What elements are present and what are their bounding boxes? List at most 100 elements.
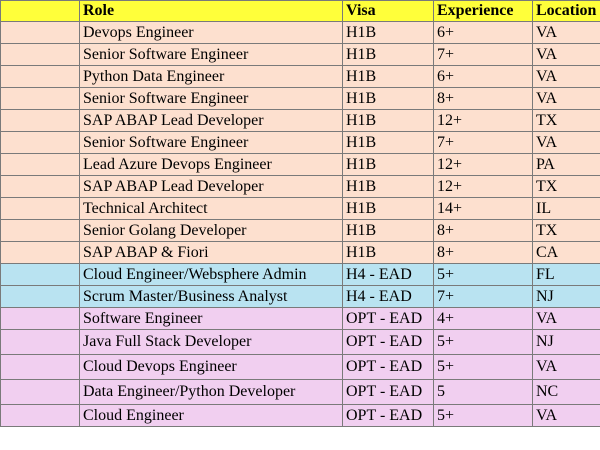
- location-cell: NJ: [532, 329, 600, 355]
- header-role: Role: [79, 0, 343, 22]
- row-blank-cell: [0, 87, 80, 110]
- experience-cell: 8+: [433, 87, 533, 110]
- role-cell: Software Engineer: [79, 307, 343, 330]
- table-row: Cloud Devops Engineer OPT - EAD 5+ VA: [0, 354, 600, 380]
- experience-cell: 12+: [433, 109, 533, 132]
- row-blank-cell: [0, 379, 80, 405]
- location-cell: PA: [532, 153, 600, 176]
- table-row: Senior Software Engineer H1B 7+ VA: [0, 43, 600, 66]
- row-blank-cell: [0, 241, 80, 264]
- table-row: Scrum Master/Business Analyst H4 - EAD 7…: [0, 285, 600, 308]
- row-blank-cell: [0, 153, 80, 176]
- role-cell: Python Data Engineer: [79, 65, 343, 88]
- role-cell: SAP ABAP & Fiori: [79, 241, 343, 264]
- role-cell: Senior Software Engineer: [79, 43, 343, 66]
- row-blank-cell: [0, 65, 80, 88]
- location-cell: VA: [532, 354, 600, 380]
- role-cell: Senior Software Engineer: [79, 131, 343, 154]
- experience-cell: 14+: [433, 197, 533, 220]
- visa-cell: H1B: [342, 21, 434, 44]
- role-cell: Devops Engineer: [79, 21, 343, 44]
- table-row: Technical Architect H1B 14+ IL: [0, 197, 600, 220]
- row-blank-cell: [0, 109, 80, 132]
- location-cell: VA: [532, 65, 600, 88]
- visa-cell: H1B: [342, 43, 434, 66]
- visa-cell: OPT - EAD: [342, 307, 434, 330]
- table-row: Java Full Stack Developer OPT - EAD 5+ N…: [0, 329, 600, 355]
- visa-cell: OPT - EAD: [342, 404, 434, 427]
- experience-cell: 7+: [433, 285, 533, 308]
- experience-cell: 5+: [433, 329, 533, 355]
- role-cell: Data Engineer/Python Developer: [79, 379, 343, 405]
- visa-cell: H4 - EAD: [342, 285, 434, 308]
- visa-cell: H1B: [342, 87, 434, 110]
- table-row: Python Data Engineer H1B 6+ VA: [0, 65, 600, 88]
- role-cell: Technical Architect: [79, 197, 343, 220]
- role-cell: Java Full Stack Developer: [79, 329, 343, 355]
- row-blank-cell: [0, 219, 80, 242]
- table-row: Data Engineer/Python Developer OPT - EAD…: [0, 379, 600, 405]
- location-cell: TX: [532, 219, 600, 242]
- row-blank-cell: [0, 354, 80, 380]
- role-cell: Senior Golang Developer: [79, 219, 343, 242]
- location-cell: TX: [532, 175, 600, 198]
- location-cell: VA: [532, 43, 600, 66]
- visa-cell: H1B: [342, 197, 434, 220]
- header-experience: Experience: [433, 0, 533, 22]
- table-row: Cloud Engineer OPT - EAD 5+ VA: [0, 404, 600, 427]
- visa-cell: H1B: [342, 175, 434, 198]
- location-cell: CA: [532, 241, 600, 264]
- header-location: Location: [532, 0, 600, 22]
- table-row: Cloud Engineer/Websphere Admin H4 - EAD …: [0, 263, 600, 286]
- table-row: SAP ABAP Lead Developer H1B 12+ TX: [0, 109, 600, 132]
- visa-cell: H1B: [342, 219, 434, 242]
- location-cell: VA: [532, 21, 600, 44]
- visa-cell: OPT - EAD: [342, 329, 434, 355]
- table-row: SAP ABAP & Fiori H1B 8+ CA: [0, 241, 600, 264]
- role-cell: Lead Azure Devops Engineer: [79, 153, 343, 176]
- location-cell: VA: [532, 404, 600, 427]
- jobs-table: Role Visa Experience Location Devops Eng…: [0, 0, 600, 427]
- experience-cell: 7+: [433, 131, 533, 154]
- location-cell: VA: [532, 87, 600, 110]
- row-blank-cell: [0, 329, 80, 355]
- row-blank-cell: [0, 197, 80, 220]
- role-cell: Cloud Devops Engineer: [79, 354, 343, 380]
- visa-cell: H1B: [342, 65, 434, 88]
- location-cell: FL: [532, 263, 600, 286]
- location-cell: TX: [532, 109, 600, 132]
- experience-cell: 8+: [433, 219, 533, 242]
- experience-cell: 5+: [433, 354, 533, 380]
- experience-cell: 12+: [433, 153, 533, 176]
- role-cell: SAP ABAP Lead Developer: [79, 175, 343, 198]
- row-blank-cell: [0, 21, 80, 44]
- location-cell: NC: [532, 379, 600, 405]
- row-blank-cell: [0, 175, 80, 198]
- experience-cell: 5: [433, 379, 533, 405]
- table-row: Senior Golang Developer H1B 8+ TX: [0, 219, 600, 242]
- table-row: Senior Software Engineer H1B 7+ VA: [0, 131, 600, 154]
- table-row: Software Engineer OPT - EAD 4+ VA: [0, 307, 600, 330]
- row-blank-cell: [0, 131, 80, 154]
- table-header-row: Role Visa Experience Location: [0, 0, 600, 22]
- experience-cell: 6+: [433, 65, 533, 88]
- role-cell: Cloud Engineer: [79, 404, 343, 427]
- experience-cell: 4+: [433, 307, 533, 330]
- role-cell: Senior Software Engineer: [79, 87, 343, 110]
- experience-cell: 12+: [433, 175, 533, 198]
- experience-cell: 5+: [433, 404, 533, 427]
- row-blank-cell: [0, 285, 80, 308]
- row-blank-cell: [0, 263, 80, 286]
- experience-cell: 8+: [433, 241, 533, 264]
- table-row: SAP ABAP Lead Developer H1B 12+ TX: [0, 175, 600, 198]
- visa-cell: H1B: [342, 241, 434, 264]
- header-visa: Visa: [342, 0, 434, 22]
- row-blank-cell: [0, 404, 80, 427]
- table-row: Lead Azure Devops Engineer H1B 12+ PA: [0, 153, 600, 176]
- visa-cell: H1B: [342, 131, 434, 154]
- location-cell: NJ: [532, 285, 600, 308]
- experience-cell: 5+: [433, 263, 533, 286]
- location-cell: VA: [532, 307, 600, 330]
- experience-cell: 7+: [433, 43, 533, 66]
- row-blank-cell: [0, 43, 80, 66]
